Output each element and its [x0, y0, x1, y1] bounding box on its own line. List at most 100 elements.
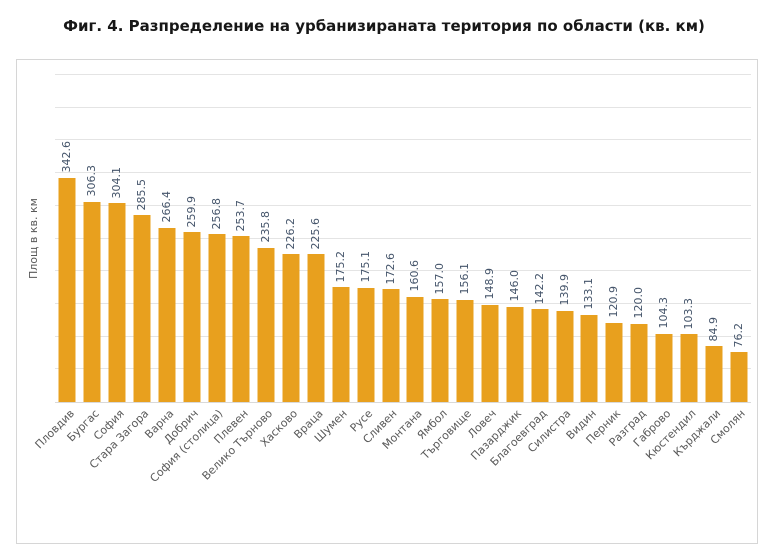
plot-area: 342.6 306.3 304.1 285.5 266.4 259.9 256.8 253.7…: [55, 74, 751, 403]
chart-title: Фиг. 4. Разпределение на урбанизираната …: [63, 17, 705, 35]
x-axis-labels: Пловдив Бургас София Стара Загора Варна Добри…: [32, 403, 751, 541]
gridline: [55, 74, 751, 75]
bar-slot: 148.9: [478, 75, 503, 402]
y-axis-title: Площ в кв. км: [27, 198, 40, 279]
bar-value-label: 304.1: [110, 166, 124, 199]
bar-value-label: 253.7: [234, 199, 248, 232]
bar-value-label: 133.1: [582, 278, 596, 310]
gridlines: [55, 74, 751, 402]
bar-slot: 304.1: [105, 75, 130, 402]
bar-value-label: 120.9: [607, 286, 621, 318]
bar-slot: 120.0: [627, 75, 652, 402]
gridline: [55, 237, 751, 239]
bar-value-label: 226.2: [284, 217, 298, 250]
bar-slot: 146.0: [502, 75, 527, 402]
bar-slot: 120.9: [602, 75, 627, 402]
bar: [506, 306, 524, 402]
bar-value-label: 306.3: [85, 165, 99, 197]
bar: [232, 236, 250, 402]
bar-value-label: 342.6: [60, 141, 74, 173]
bar-slot: 84.9: [701, 75, 726, 402]
bar: [357, 287, 375, 402]
bar: [655, 333, 673, 402]
bar-slot: 157.0: [428, 75, 453, 402]
gridline: [55, 106, 751, 108]
bar: [456, 299, 474, 402]
bar: [282, 254, 300, 402]
bar: [481, 304, 499, 402]
bar-value-label: 160.6: [408, 260, 422, 292]
bar-value-label: 84.9: [706, 316, 720, 342]
bar: [556, 310, 574, 402]
bar: [580, 314, 598, 402]
bar: [630, 323, 648, 402]
bar: [406, 296, 424, 402]
bar-slot: 133.1: [577, 75, 602, 402]
bar: [108, 203, 126, 402]
bar: [531, 309, 549, 402]
bar-slot: 306.3: [80, 75, 105, 402]
bar-value-label: 175.1: [358, 251, 372, 283]
bar-slot: 225.6: [304, 75, 329, 402]
bar: [431, 299, 449, 402]
bar-value-label: 103.3: [681, 297, 695, 330]
bar-slot: 76.2: [726, 75, 751, 402]
bar: [332, 287, 350, 402]
bar-slot: 156.1: [453, 75, 478, 402]
bar-slot: 266.4: [154, 75, 179, 402]
bar-slot: 104.3: [652, 75, 677, 402]
gridline: [55, 335, 751, 337]
bar-slot: 103.3: [676, 75, 701, 402]
bar-value-label: 156.1: [458, 263, 472, 295]
bar-slot: 172.6: [378, 75, 403, 402]
bar-slot: 175.1: [353, 75, 378, 402]
bar-slot: 256.8: [204, 75, 229, 402]
bar: [183, 232, 201, 402]
bar-slot: 259.9: [179, 75, 204, 402]
bar-value-label: 175.2: [333, 250, 347, 283]
bar-value-label: 76.2: [731, 322, 745, 348]
gridline: [55, 302, 751, 304]
bar: [382, 289, 400, 402]
bar: [680, 334, 698, 402]
bar-slot: 285.5: [130, 75, 155, 402]
bar-value-label: 157.0: [433, 262, 447, 295]
bar: [133, 215, 151, 402]
bar-slot: 142.2: [527, 75, 552, 402]
bar-value-label: 285.5: [134, 178, 148, 211]
bar-slot: 253.7: [229, 75, 254, 402]
bar: [705, 346, 723, 402]
bar-value-label: 146.0: [507, 270, 521, 302]
bar-value-label: 259.9: [184, 195, 198, 228]
gridline: [55, 139, 751, 141]
bar: [257, 247, 275, 402]
gridline: [55, 368, 751, 370]
bar-slot: 160.6: [403, 75, 428, 402]
bar: [208, 234, 226, 402]
bars-row: 342.6 306.3 304.1 285.5 266.4 259.9 256.8 253.7…: [55, 75, 751, 402]
gridline: [55, 172, 751, 174]
bar-value-label: 235.8: [259, 211, 273, 243]
bar-slot: 226.2: [279, 75, 304, 402]
gridline: [55, 204, 751, 206]
chart-container: Площ в кв. км 342.6 306.3 304.1 285.5 266.4 2…: [16, 59, 758, 544]
bar: [307, 254, 325, 402]
bar-value-label: 225.6: [308, 217, 322, 250]
bar-value-label: 148.9: [482, 268, 496, 300]
bar-slot: 235.8: [254, 75, 279, 402]
bar-value-label: 266.4: [159, 191, 173, 223]
bar: [158, 227, 176, 402]
bar: [83, 201, 101, 402]
bar-slot: 342.6: [55, 75, 80, 402]
bar-value-label: 120.0: [632, 287, 646, 319]
bar-value-label: 172.6: [383, 252, 397, 285]
bar: [58, 177, 76, 402]
bar-value-label: 104.3: [657, 297, 670, 329]
bar: [605, 322, 623, 402]
bar: [730, 352, 748, 402]
bar-value-label: 256.8: [209, 197, 223, 230]
x-tick-slot: Смолян: [708, 403, 751, 541]
bar-value-label: 142.2: [532, 272, 546, 305]
bar-slot: 175.2: [328, 75, 353, 402]
